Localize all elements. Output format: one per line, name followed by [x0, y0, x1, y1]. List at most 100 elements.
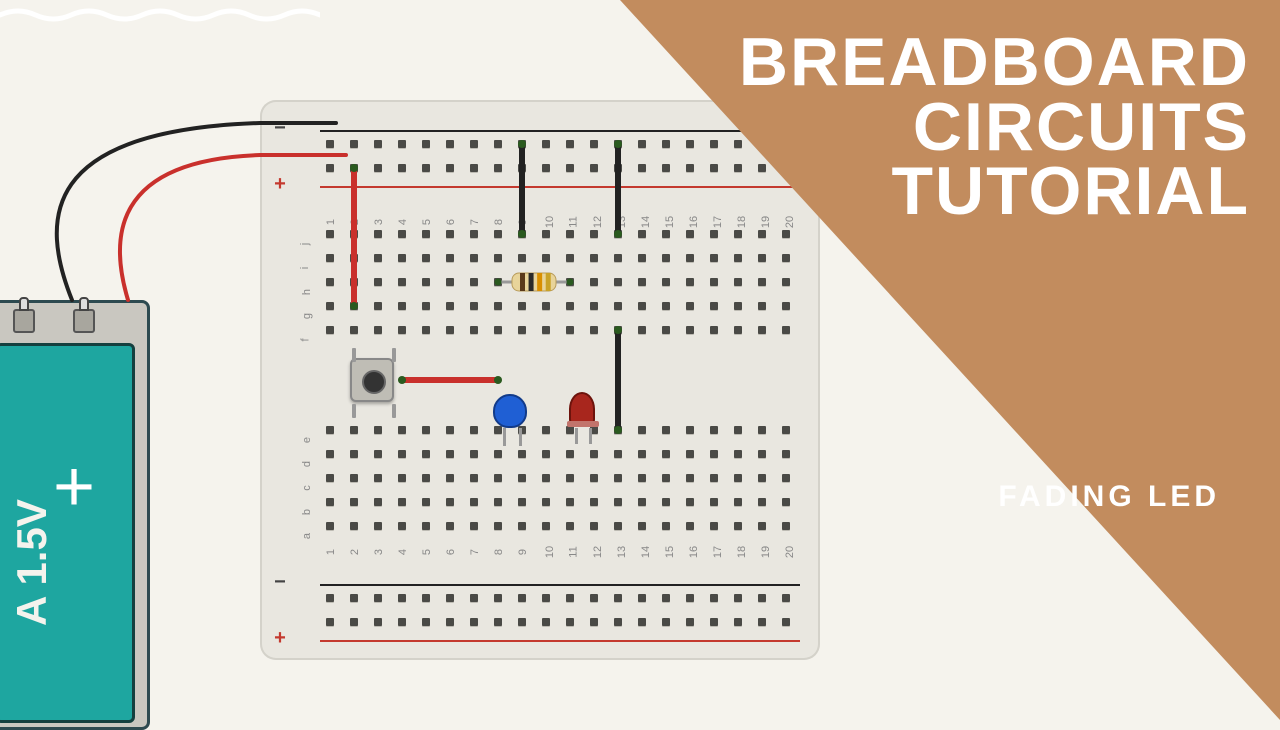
hole — [470, 302, 478, 310]
hole — [350, 302, 358, 310]
col-label: 18 — [736, 216, 748, 228]
hole — [422, 326, 430, 334]
hole — [710, 164, 718, 172]
hole — [614, 164, 622, 172]
col-label: 13 — [616, 546, 628, 558]
col-label: 10 — [544, 546, 556, 558]
hole — [446, 426, 454, 434]
hole — [422, 164, 430, 172]
col-label: 6 — [445, 549, 457, 555]
hole — [590, 474, 598, 482]
hole — [638, 474, 646, 482]
hole — [734, 498, 742, 506]
hole — [782, 326, 790, 334]
hole — [758, 164, 766, 172]
hole — [686, 164, 694, 172]
hole — [470, 164, 478, 172]
hole — [326, 326, 334, 334]
hole — [734, 522, 742, 530]
hole — [374, 302, 382, 310]
hole — [710, 522, 718, 530]
hole — [398, 618, 406, 626]
hole — [638, 426, 646, 434]
hole — [326, 618, 334, 626]
hole — [590, 140, 598, 148]
hole — [662, 164, 670, 172]
hole — [398, 474, 406, 482]
subtitle: FADING LED — [998, 480, 1220, 514]
hole — [638, 254, 646, 262]
hole — [470, 474, 478, 482]
col-label: 20 — [784, 546, 796, 558]
hole — [446, 230, 454, 238]
hole — [518, 254, 526, 262]
hole — [494, 498, 502, 506]
hole — [782, 594, 790, 602]
hole — [398, 140, 406, 148]
hole — [542, 164, 550, 172]
hole — [782, 140, 790, 148]
hole — [734, 302, 742, 310]
hole — [350, 426, 358, 434]
battery-voltage-label: A 1.5V — [8, 499, 56, 626]
hole — [638, 326, 646, 334]
col-label: 2 — [349, 219, 361, 225]
hole — [470, 522, 478, 530]
hole — [542, 474, 550, 482]
hole — [566, 594, 574, 602]
hole — [614, 450, 622, 458]
hole — [566, 498, 574, 506]
rail-minus-top: − — [274, 118, 286, 141]
hole — [446, 594, 454, 602]
col-label: 13 — [616, 216, 628, 228]
battery-terminal-neg — [13, 309, 35, 333]
hole — [614, 302, 622, 310]
hole — [422, 230, 430, 238]
hole — [782, 426, 790, 434]
hole — [638, 450, 646, 458]
hole — [758, 498, 766, 506]
hole — [470, 594, 478, 602]
hole — [374, 474, 382, 482]
rail-bot-neg-line — [320, 584, 800, 586]
hole — [494, 594, 502, 602]
hole — [518, 594, 526, 602]
hole — [614, 594, 622, 602]
col-label: 12 — [592, 546, 604, 558]
hole — [710, 230, 718, 238]
hole — [374, 326, 382, 334]
hole — [566, 164, 574, 172]
hole — [686, 326, 694, 334]
hole — [422, 278, 430, 286]
hole — [350, 254, 358, 262]
col-label: 16 — [688, 216, 700, 228]
hole — [782, 450, 790, 458]
hole — [734, 254, 742, 262]
hole — [710, 326, 718, 334]
hole — [518, 230, 526, 238]
hole — [422, 302, 430, 310]
battery-plus-label: + — [53, 446, 95, 528]
row-label: c — [301, 485, 313, 491]
hole — [326, 302, 334, 310]
hole — [446, 302, 454, 310]
hole — [470, 426, 478, 434]
hole — [614, 618, 622, 626]
col-label: 14 — [640, 546, 652, 558]
hole — [350, 230, 358, 238]
col-label: 1 — [325, 219, 337, 225]
hole — [398, 522, 406, 530]
hole — [662, 302, 670, 310]
hole — [326, 594, 334, 602]
hole — [494, 140, 502, 148]
col-label: 5 — [421, 219, 433, 225]
hole — [446, 254, 454, 262]
hole — [734, 618, 742, 626]
hole — [326, 278, 334, 286]
hole — [542, 522, 550, 530]
hole — [494, 230, 502, 238]
col-label: 18 — [736, 546, 748, 558]
led — [569, 392, 595, 426]
hole — [446, 278, 454, 286]
hole — [542, 326, 550, 334]
